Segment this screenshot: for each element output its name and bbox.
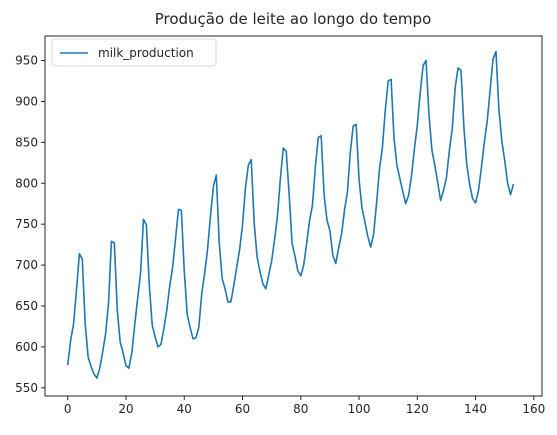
y-tick-label: 850 [15,135,38,149]
y-tick-label: 900 [15,94,38,108]
y-tick-label: 650 [15,299,38,313]
y-tick-label: 600 [15,340,38,354]
legend-frame [51,38,217,67]
x-tick-label: 120 [406,402,429,416]
x-tick-label: 140 [464,402,487,416]
legend: milk_production [51,38,217,67]
x-tick-label: 40 [177,402,192,416]
plot-frame [44,35,543,397]
y-tick-label: 800 [15,176,38,190]
series-line-milk_production [66,50,515,379]
x-tick-label: 160 [522,402,545,416]
y-tick-label: 700 [15,258,38,272]
chart-title: Produção de leite ao longo do tempo [155,10,432,28]
x-tick-label: 20 [118,402,133,416]
y-tick-label: 550 [15,381,38,395]
y-tick-label: 950 [15,54,38,68]
x-tick-label: 0 [64,402,72,416]
x-tick-label: 100 [348,402,371,416]
x-tick-label: 80 [293,402,308,416]
y-tick-label: 750 [15,217,38,231]
legend-label: milk_production [98,46,194,60]
x-tick-label: 60 [235,402,250,416]
